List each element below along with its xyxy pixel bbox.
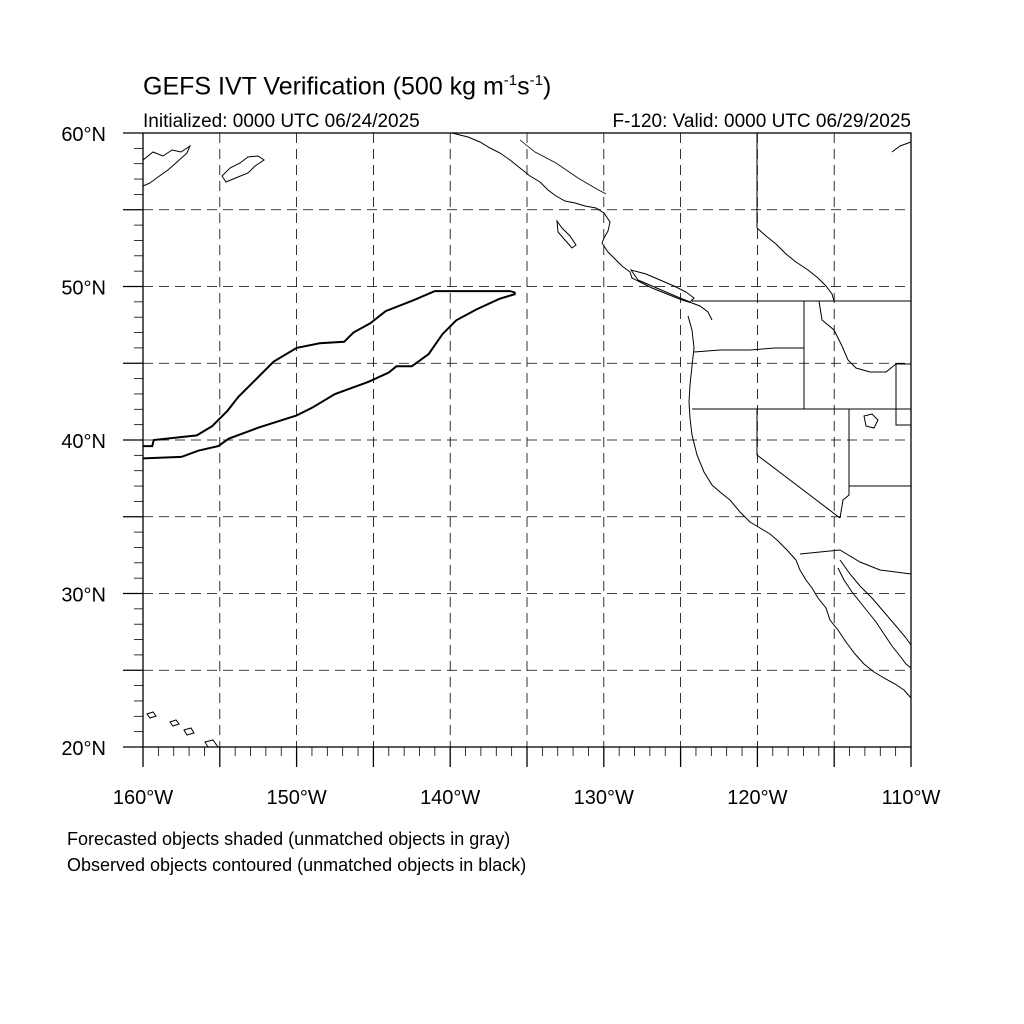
wyoming-utah-border — [895, 363, 911, 426]
lat-tick-label: 40°N — [61, 431, 106, 453]
hudson-bay-coast — [891, 141, 912, 153]
lon-tick-label: 160°W — [113, 787, 173, 809]
title-exponent-s: -1 — [529, 72, 543, 89]
lat-tick-label: 20°N — [61, 738, 106, 760]
haida-gwaii-coast — [556, 219, 577, 249]
alaska-border — [519, 139, 607, 195]
utah-arizona-border — [848, 409, 911, 487]
bc-coast — [601, 242, 713, 321]
coastlines — [142, 132, 912, 748]
title-unit-s: s — [517, 72, 530, 101]
observed-ivt-object-contour — [142, 290, 516, 460]
ca-nv-border — [756, 409, 841, 519]
gridlines — [143, 133, 911, 747]
lon-tick-label: 120°W — [727, 787, 787, 809]
note-forecast-shading: Forecasted objects shaded (unmatched obj… — [67, 829, 511, 849]
mexico-mainland-coast — [839, 559, 912, 646]
kodiak-coast — [221, 155, 265, 183]
hawaii-island-kauai — [146, 711, 157, 719]
axis-tick-labels: 160°W 150°W 140°W 130°W 120°W 110°W 20°N 30°N 40… — [61, 124, 940, 809]
vancouver-island-coast — [629, 269, 695, 303]
wa-or-border — [693, 347, 804, 353]
title-text: GEFS IVT Verification (500 kg m — [143, 72, 504, 101]
title-close-paren: ) — [542, 72, 552, 101]
figure-notes: Forecasted objects shaded (unmatched obj… — [67, 826, 526, 878]
note-observed-contour: Observed objects contoured (unmatched ob… — [67, 855, 527, 875]
lon-tick-label: 140°W — [420, 787, 480, 809]
idaho-montana-border — [818, 300, 897, 373]
bc-alberta-border — [756, 227, 835, 302]
great-salt-lake — [863, 413, 879, 429]
hawaii-island-big — [204, 739, 219, 748]
lon-tick-label: 110°W — [882, 787, 941, 809]
lat-tick-label: 50°N — [61, 278, 106, 300]
alaska-gulf-coast — [451, 132, 611, 244]
initialized-time: Initialized: 0000 UTC 06/24/2025 — [143, 111, 420, 132]
alaska-peninsula-coast — [142, 144, 192, 187]
baja-west-coast — [795, 559, 912, 699]
lat-tick-label: 30°N — [61, 585, 106, 607]
axis-ticks — [123, 132, 912, 767]
lat-tick-label: 60°N — [61, 124, 106, 146]
hawaii-island-maui — [183, 727, 195, 736]
gulf-of-california-coast — [837, 567, 912, 669]
lon-tick-label: 130°W — [574, 787, 634, 809]
arizona-nevada-border — [839, 486, 850, 519]
us-mexico-border — [799, 549, 912, 575]
hawaii-island-oahu — [169, 719, 180, 727]
figure-title: GEFS IVT Verification (500 kg m-1s-1) — [143, 72, 551, 101]
title-exponent-m: -1 — [503, 72, 518, 89]
us-west-coast — [687, 315, 797, 561]
lon-tick-label: 150°W — [266, 787, 326, 809]
valid-time: F-120: Valid: 0000 UTC 06/29/2025 — [612, 111, 911, 132]
